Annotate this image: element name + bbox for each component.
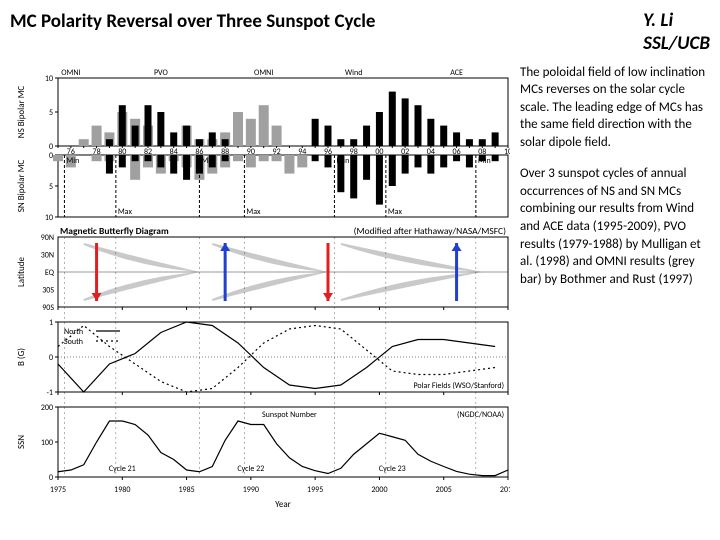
svg-text:Cycle 22: Cycle 22 xyxy=(237,464,264,474)
svg-text:1995: 1995 xyxy=(307,485,323,495)
svg-text:Cycle 21: Cycle 21 xyxy=(109,464,136,474)
svg-text:South: South xyxy=(64,337,83,347)
svg-text:30S: 30S xyxy=(42,285,54,295)
svg-text:10: 10 xyxy=(45,213,53,223)
svg-text:EQ: EQ xyxy=(45,268,55,278)
multi-panel-chart: OMNIPVOOMNIWindACENS Bipolar MC051076788… xyxy=(10,64,510,519)
svg-text:SN Bipolar MC: SN Bipolar MC xyxy=(16,159,27,212)
svg-text:1980: 1980 xyxy=(114,485,130,495)
svg-text:Cycle 23: Cycle 23 xyxy=(379,464,406,474)
svg-text:5: 5 xyxy=(49,182,53,192)
svg-text:Min: Min xyxy=(336,156,349,166)
paragraph-2: Over 3 sunspot cycles of annual occurren… xyxy=(520,165,710,288)
svg-text:OMNI: OMNI xyxy=(61,68,80,78)
svg-text:Year: Year xyxy=(275,499,291,510)
svg-text:0: 0 xyxy=(49,151,53,161)
svg-text:100: 100 xyxy=(41,438,53,448)
paragraph-1: The poloidal field of low inclination MC… xyxy=(520,64,710,152)
svg-text:SSN: SSN xyxy=(16,434,27,448)
text-column: The poloidal field of low inclination MC… xyxy=(520,64,710,519)
svg-text:1: 1 xyxy=(49,318,53,328)
svg-text:North: North xyxy=(64,327,83,337)
svg-text:Min: Min xyxy=(478,156,491,166)
svg-text:90S: 90S xyxy=(42,303,54,313)
svg-text:PVO: PVO xyxy=(154,68,169,78)
page-title: MC Polarity Reversal over Three Sunspot … xyxy=(10,10,375,33)
svg-text:OMNI: OMNI xyxy=(254,68,273,78)
author-affil: SSL/UCB xyxy=(643,33,710,56)
svg-text:Min: Min xyxy=(201,156,214,166)
author-name: Y. Li xyxy=(643,10,710,33)
svg-text:200: 200 xyxy=(41,403,53,413)
svg-text:(Modified after Hathaway/NASA/: (Modified after Hathaway/NASA/MSFC) xyxy=(354,225,506,237)
svg-text:2000: 2000 xyxy=(371,485,387,495)
svg-text:Polar Fields (WSO/Stanford): Polar Fields (WSO/Stanford) xyxy=(413,381,504,391)
svg-text:Latitude: Latitude xyxy=(16,256,27,286)
svg-text:Magnetic Butterfly Diagram: Magnetic Butterfly Diagram xyxy=(60,225,169,237)
svg-text:1990: 1990 xyxy=(243,485,259,495)
svg-text:90N: 90N xyxy=(41,233,54,243)
svg-text:5: 5 xyxy=(49,108,53,118)
svg-text:10: 10 xyxy=(45,74,53,84)
svg-text:2005: 2005 xyxy=(436,485,452,495)
svg-text:Sunspot Number: Sunspot Number xyxy=(262,410,317,420)
svg-text:1975: 1975 xyxy=(50,485,66,495)
svg-text:B (G): B (G) xyxy=(16,347,27,365)
svg-text:Wind: Wind xyxy=(345,68,362,78)
svg-text:30N: 30N xyxy=(41,250,54,260)
svg-text:0: 0 xyxy=(49,353,53,363)
svg-text:Min: Min xyxy=(66,156,79,166)
svg-text:1985: 1985 xyxy=(178,485,194,495)
author-block: Y. Li SSL/UCB xyxy=(643,10,710,56)
svg-text:2010: 2010 xyxy=(500,485,510,495)
svg-text:Max: Max xyxy=(388,207,403,217)
svg-text:-1: -1 xyxy=(46,388,53,398)
svg-text:(NGDC/NOAA): (NGDC/NOAA) xyxy=(457,410,504,420)
svg-text:ACE: ACE xyxy=(450,68,463,78)
svg-text:Max: Max xyxy=(118,207,133,217)
svg-text:NS Bipolar MC: NS Bipolar MC xyxy=(16,85,27,138)
svg-text:Max: Max xyxy=(246,207,261,217)
figure-column: OMNIPVOOMNIWindACENS Bipolar MC051076788… xyxy=(10,64,510,519)
svg-text:0: 0 xyxy=(49,473,53,483)
